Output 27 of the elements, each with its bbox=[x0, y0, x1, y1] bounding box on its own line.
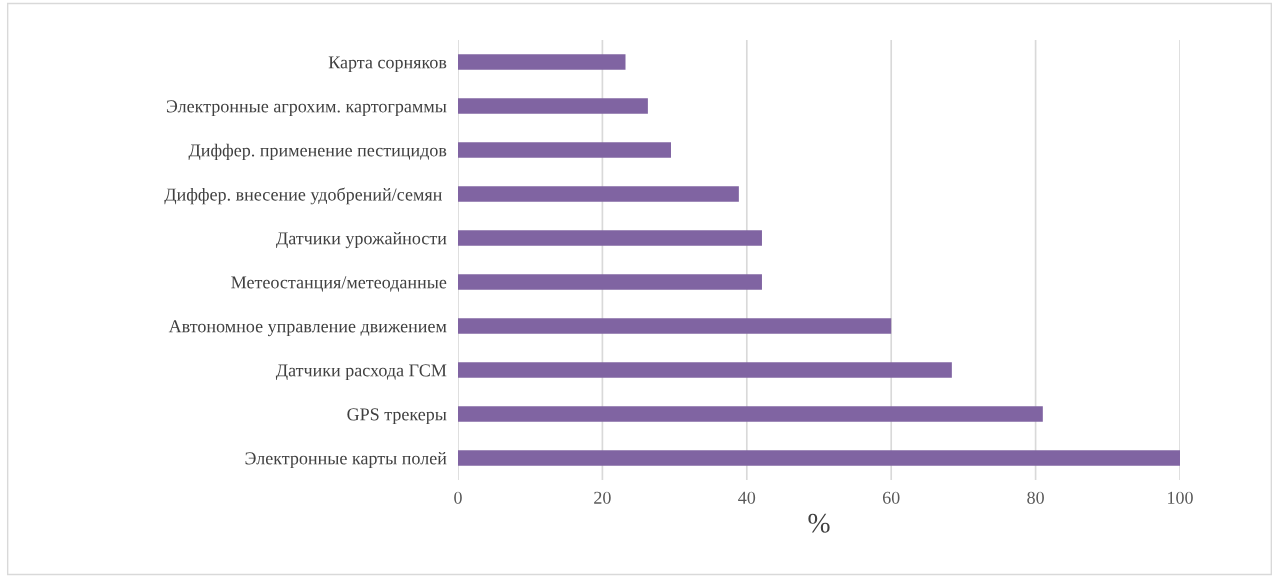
y-tick-label: GPS трекеры bbox=[347, 408, 447, 425]
bar bbox=[458, 186, 739, 202]
y-tick-label: Диффер. применение пестицидов bbox=[188, 143, 447, 161]
y-tick-label: Датчики урожайности bbox=[276, 231, 447, 249]
bar bbox=[458, 362, 952, 378]
x-tick-label: 60 bbox=[882, 491, 900, 504]
bar bbox=[458, 318, 892, 334]
bar bbox=[458, 54, 626, 70]
bar bbox=[458, 406, 1043, 422]
bar bbox=[458, 98, 648, 114]
x-tick-label: 0 bbox=[454, 491, 462, 504]
y-tick-label: Электронные карты полей bbox=[245, 451, 447, 469]
x-tick-label: 80 bbox=[1027, 491, 1044, 504]
bar bbox=[458, 230, 762, 246]
bar bbox=[458, 450, 1180, 466]
x-tick-label: 20 bbox=[594, 491, 611, 504]
x-tick-label: 100 bbox=[1168, 491, 1193, 504]
x-axis-title: % bbox=[808, 513, 830, 533]
y-tick-label: Карта сорняков bbox=[328, 56, 447, 73]
y-tick-label: Диффер. внесение удобрений/семян bbox=[164, 187, 442, 205]
bar bbox=[458, 142, 671, 158]
x-tick-label: 40 bbox=[738, 491, 756, 504]
y-tick-label: Датчики расхода ГСМ bbox=[275, 364, 447, 381]
y-tick-label: Электронные агрохим. картограммы bbox=[166, 100, 447, 117]
bar bbox=[458, 274, 762, 290]
y-tick-label: Автономное управление движением bbox=[168, 320, 447, 337]
y-tick-label: Метеостанция/метеоданные bbox=[231, 276, 447, 292]
